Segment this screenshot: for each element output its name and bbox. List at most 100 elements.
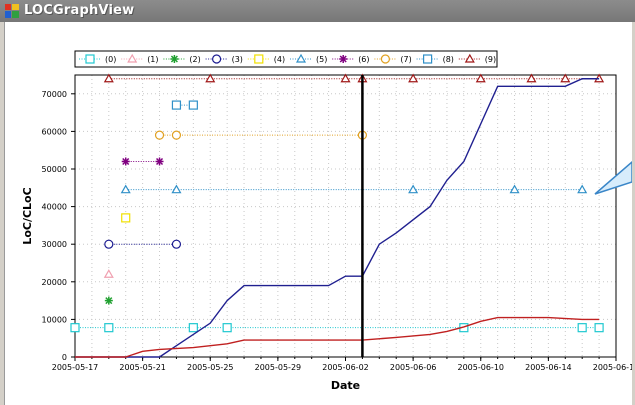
data-point-triangle: [560, 73, 571, 83]
data-point-triangle: [295, 53, 307, 63]
legend-label: (9): [485, 55, 496, 64]
data-point-square: [104, 323, 114, 333]
data-point-triangle: [120, 184, 131, 194]
series-line: [75, 316, 600, 358]
app-icon: [5, 4, 19, 18]
legend-item: (8): [416, 54, 454, 64]
data-point-square: [222, 323, 232, 333]
legend-label: (4): [274, 55, 285, 64]
data-point-square: [171, 100, 182, 110]
chart-labels: 0 10000 20000 30000 40000 50000 60000 70000 2005…: [21, 90, 632, 392]
star-stroke: [122, 157, 130, 166]
data-point-triangle: [408, 73, 419, 83]
series-7: [154, 130, 368, 140]
series-2: [104, 296, 113, 305]
y-tick-label: 40000: [42, 203, 67, 212]
star-stroke: [156, 157, 164, 166]
data-point-star: [155, 157, 164, 166]
data-point-triangle: [464, 53, 475, 63]
data-point-square: [70, 323, 80, 333]
window-title: LOCGraphView: [24, 3, 135, 18]
data-point-star: [104, 296, 113, 305]
y-tick-label: 50000: [42, 165, 67, 174]
y-tick-label: 60000: [42, 127, 67, 136]
y-tick-label: 20000: [42, 278, 67, 287]
data-point-circle: [212, 54, 222, 64]
data-point-circle: [380, 54, 390, 64]
title-bar[interactable]: LOCGraphView: [0, 0, 635, 22]
x-tick-label: 2005-05-29: [255, 363, 302, 372]
data-point-star: [121, 157, 130, 166]
loc-chart: (0) (1) (2) (3) (4) (5) (6) (7) (8) (9) 0 10000 200…: [21, 50, 632, 392]
legend-item: (5): [290, 53, 327, 64]
data-point-circle: [154, 130, 165, 140]
y-tick-label: 30000: [42, 240, 67, 249]
y-tick-label: 70000: [42, 90, 67, 99]
x-axis-label: Date: [331, 379, 360, 392]
data-point-square: [188, 100, 198, 110]
legend-label: (8): [443, 55, 454, 64]
series-11: [75, 316, 600, 358]
legend-label: (0): [105, 55, 116, 64]
x-tick-label: 2005-06-02: [322, 363, 369, 372]
x-tick-label: 2005-06-06: [390, 363, 437, 372]
graph-area: (0) (1) (2) (3) (4) (5) (6) (7) (8) (9) 0 10000 200…: [4, 22, 632, 405]
data-point-circle: [171, 130, 182, 140]
legend-label: (6): [358, 55, 369, 64]
data-point-square: [577, 323, 587, 333]
legend-item: (2): [163, 55, 201, 64]
legend-label: (5): [316, 55, 327, 64]
legend-label: (3): [232, 55, 243, 64]
data-point-star: [339, 55, 348, 63]
legend-label: (7): [400, 55, 411, 64]
legend-item: (6): [332, 55, 370, 64]
y-axis-label: LoC/CLoC: [21, 187, 34, 244]
callout-tail: [594, 161, 632, 195]
data-point-triangle: [103, 73, 114, 83]
series-6: [121, 157, 164, 166]
data-point-square: [85, 54, 95, 64]
legend-item: (3): [205, 54, 243, 64]
plot-frame: [74, 74, 617, 358]
legend-item: (0): [79, 54, 116, 64]
x-tick-label: 2005-05-25: [187, 363, 234, 372]
series-1: [103, 269, 114, 278]
data-point-star: [170, 55, 179, 63]
data-point-square: [121, 213, 131, 223]
data-point-triangle: [475, 73, 486, 83]
series-4: [121, 213, 131, 223]
y-tick-label: 10000: [42, 315, 67, 324]
legend-item: (9): [458, 53, 496, 64]
data-point-square: [188, 323, 198, 333]
data-point-square: [254, 54, 264, 64]
series-5: [120, 184, 588, 194]
data-point-triangle: [509, 184, 520, 194]
legend-box: [74, 50, 498, 68]
data-point-circle: [104, 239, 114, 249]
legend-item: (7): [374, 54, 412, 64]
series-9: [103, 73, 605, 83]
data-point-triangle: [577, 184, 588, 194]
chart-series-group: [70, 73, 605, 358]
data-point-triangle: [127, 53, 138, 63]
data-point-square: [594, 323, 604, 333]
data-point-triangle: [103, 269, 114, 278]
star-stroke: [339, 55, 347, 63]
series-0: [70, 323, 604, 333]
data-point-triangle: [526, 73, 537, 83]
series-line: [75, 78, 600, 358]
star-stroke: [170, 55, 178, 63]
x-tick-label: 2005-06-14: [525, 363, 572, 372]
series-10: [75, 78, 600, 358]
legend-item: (4): [247, 54, 285, 64]
data-point-triangle: [205, 73, 216, 83]
chart-grid: [75, 75, 616, 357]
y-tick-label: 0: [62, 353, 67, 362]
data-point-triangle: [171, 184, 182, 194]
data-point-triangle: [340, 73, 351, 83]
legend-label: (2): [189, 55, 200, 64]
star-stroke: [105, 297, 113, 305]
x-tick-label: 2005-06-10: [458, 363, 505, 372]
data-point-square: [423, 54, 433, 64]
